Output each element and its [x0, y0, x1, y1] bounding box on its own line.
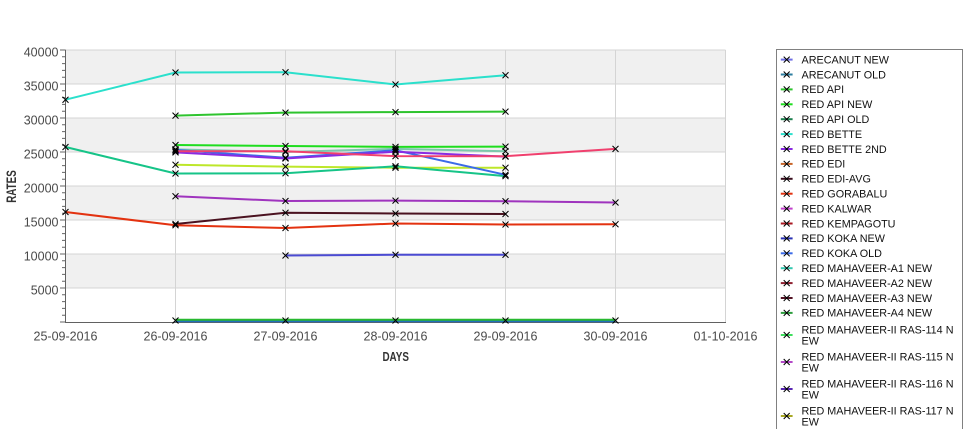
svg-text:25-09-2016: 25-09-2016	[34, 330, 98, 344]
svg-text:RED MAHAVEER-A3 NEW: RED MAHAVEER-A3 NEW	[802, 293, 933, 305]
svg-text:15000: 15000	[24, 215, 59, 229]
svg-text:RED EDI: RED EDI	[802, 159, 846, 171]
svg-text:RED MAHAVEER-II RAS-115 N: RED MAHAVEER-II RAS-115 N	[802, 351, 954, 363]
svg-text:RED MAHAVEER-A2 NEW: RED MAHAVEER-A2 NEW	[802, 278, 933, 290]
svg-text:30000: 30000	[24, 113, 59, 127]
svg-text:RED KOKA NEW: RED KOKA NEW	[802, 233, 886, 245]
svg-text:RED EDI-AVG: RED EDI-AVG	[802, 174, 871, 186]
svg-text:RED MAHAVEER-II RAS-117 N: RED MAHAVEER-II RAS-117 N	[802, 405, 954, 417]
svg-text:28-09-2016: 28-09-2016	[364, 330, 428, 344]
svg-text:EW: EW	[802, 416, 820, 428]
svg-text:EW: EW	[802, 335, 820, 347]
svg-text:29-09-2016: 29-09-2016	[474, 330, 538, 344]
svg-text:RED MAHAVEER-II RAS-114 N: RED MAHAVEER-II RAS-114 N	[802, 324, 954, 336]
svg-text:RED BETTE 2ND: RED BETTE 2ND	[802, 144, 887, 156]
svg-text:EW: EW	[802, 389, 820, 401]
svg-text:RED MAHAVEER-A1 NEW: RED MAHAVEER-A1 NEW	[802, 263, 933, 275]
svg-text:RED KOKA OLD: RED KOKA OLD	[802, 248, 883, 260]
svg-text:ARECANUT NEW: ARECANUT NEW	[802, 54, 890, 66]
svg-text:ARECANUT OLD: ARECANUT OLD	[802, 69, 887, 81]
svg-text:40000: 40000	[24, 45, 59, 59]
svg-text:RED MAHAVEER-A4 NEW: RED MAHAVEER-A4 NEW	[802, 308, 933, 320]
svg-text:RED KEMPAGOTU: RED KEMPAGOTU	[802, 218, 896, 230]
svg-text:RATES: RATES	[4, 170, 19, 203]
svg-text:27-09-2016: 27-09-2016	[254, 330, 318, 344]
svg-text:RED GORABALU: RED GORABALU	[802, 189, 888, 201]
svg-text:10000: 10000	[24, 249, 59, 263]
svg-text:5000: 5000	[31, 283, 59, 297]
svg-text:RED BETTE: RED BETTE	[802, 129, 863, 141]
svg-text:RED API NEW: RED API NEW	[802, 99, 874, 111]
svg-text:DAYS: DAYS	[382, 350, 409, 364]
svg-text:20000: 20000	[24, 181, 59, 195]
svg-text:RED API: RED API	[802, 84, 845, 96]
svg-text:26-09-2016: 26-09-2016	[144, 330, 208, 344]
svg-text:25000: 25000	[24, 147, 59, 161]
svg-text:30-09-2016: 30-09-2016	[584, 330, 648, 344]
svg-text:RED MAHAVEER-II RAS-116 N: RED MAHAVEER-II RAS-116 N	[802, 378, 954, 390]
svg-text:01-10-2016: 01-10-2016	[694, 330, 758, 344]
svg-text:RED API OLD: RED API OLD	[802, 114, 870, 126]
svg-text:RED KALWAR: RED KALWAR	[802, 203, 872, 215]
svg-text:35000: 35000	[24, 79, 59, 93]
svg-text:EW: EW	[802, 362, 820, 374]
